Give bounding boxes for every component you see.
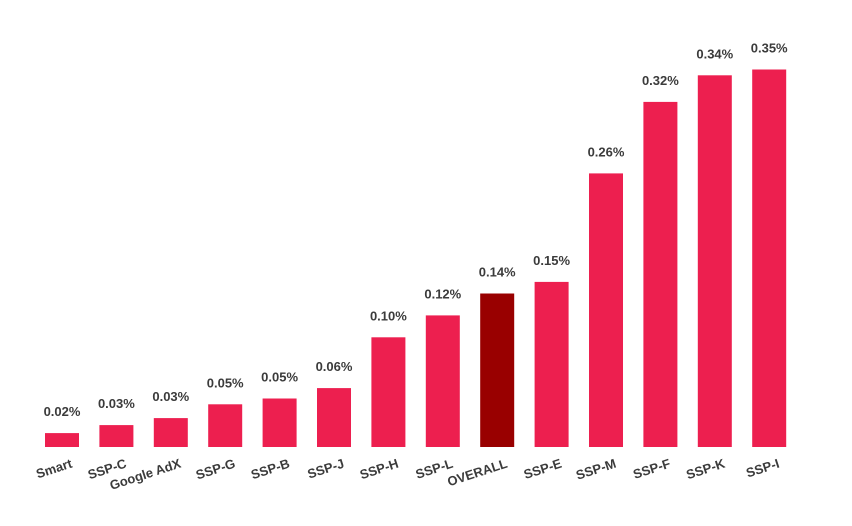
tick-label-ssp-e: SSP-E [522, 456, 564, 482]
bar-ssp-g [208, 404, 243, 447]
value-label-ssp-h: 0.10% [370, 308, 407, 323]
tick-label-ssp-j: SSP-J [306, 456, 346, 482]
tick-label-ssp-b: SSP-B [249, 456, 291, 483]
bar-ssp-j [317, 388, 351, 447]
bar-ssp-i [752, 69, 787, 447]
value-label-smart: 0.02% [44, 404, 81, 419]
tick-label-ssp-i: SSP-I [744, 456, 781, 481]
bar-google-adx [153, 418, 188, 447]
value-label-ssp-b: 0.05% [261, 370, 298, 385]
bar-ssp-b [262, 398, 297, 447]
value-labels-layer: 0.02% 0.03% 0.03% 0.05% 0.05% 0.06% 0.10% 0.12%… [44, 41, 789, 420]
bar-ssp-k [697, 75, 732, 448]
bar-ssp-e [534, 281, 569, 447]
bar-smart [45, 433, 79, 447]
value-label-ssp-m: 0.26% [588, 144, 625, 159]
bar-ssp-f [643, 101, 678, 448]
value-label-ssp-c: 0.03% [98, 396, 135, 411]
bar-ssp-l [425, 315, 460, 447]
tick-label-ssp-m: SSP-M [574, 456, 618, 483]
value-label-google-adx: 0.03% [152, 389, 189, 404]
tick-label-ssp-f: SSP-F [631, 456, 672, 482]
tick-label-overall: OVERALL [445, 456, 509, 489]
value-label-ssp-f: 0.32% [642, 73, 679, 88]
bar-overall [480, 293, 515, 447]
value-label-ssp-g: 0.05% [207, 375, 244, 390]
bar-ssp-m [589, 173, 623, 447]
value-label-ssp-i: 0.35% [751, 41, 788, 56]
value-label-ssp-j: 0.06% [316, 359, 353, 374]
value-label-overall: 0.14% [479, 265, 516, 280]
bar-ssp-c [99, 425, 134, 447]
bars-layer [45, 69, 787, 448]
tick-label-ssp-k: SSP-K [684, 456, 727, 483]
tick-label-smart: Smart [34, 456, 74, 482]
tick-label-ssp-h: SSP-H [358, 456, 400, 483]
value-label-ssp-k: 0.34% [696, 46, 733, 61]
value-label-ssp-l: 0.12% [424, 286, 461, 301]
tick-label-ssp-g: SSP-G [194, 456, 237, 483]
bar-ssp-h [371, 337, 406, 447]
value-label-ssp-e: 0.15% [533, 253, 570, 268]
